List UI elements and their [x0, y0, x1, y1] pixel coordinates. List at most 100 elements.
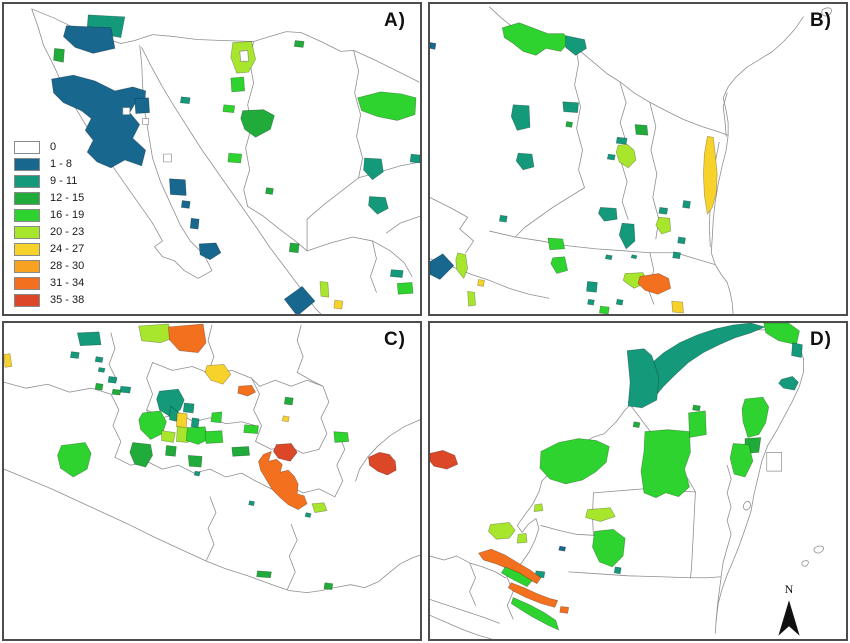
map-patch-class-2 — [658, 207, 669, 215]
map-patch-class-8 — [637, 273, 672, 295]
map-patch-class-2 — [778, 375, 799, 391]
map-patch-class-3 — [165, 445, 177, 457]
state-boundary-line — [306, 177, 359, 252]
state-boundary-line — [469, 562, 476, 606]
map-patch-class-2 — [598, 207, 618, 222]
map-patch-class-2 — [76, 331, 102, 347]
state-boundary-line — [152, 362, 253, 379]
legend: 0 1 - 8 9 - 11 12 - 15 16 - 19 20 - 23 24 - 27… — [14, 141, 84, 307]
map-patch-class-4 — [729, 443, 754, 478]
map-patch-class-3 — [256, 570, 272, 579]
map-patch-class-3 — [187, 454, 203, 468]
map-patch-class-1 — [430, 42, 437, 50]
state-boundary-line — [690, 491, 696, 579]
state-boundary-line — [286, 524, 298, 591]
state-boundary-line — [821, 7, 832, 17]
map-patch-class-2 — [630, 254, 638, 260]
legend-label: 16 - 19 — [50, 209, 85, 221]
map-patch-class-6 — [477, 279, 485, 287]
legend-swatch — [14, 226, 40, 239]
state-boundary-line — [385, 215, 420, 234]
map-canvas-a — [31, 8, 420, 314]
legend-label: 20 - 23 — [50, 226, 85, 238]
map-patch-class-2 — [565, 35, 587, 56]
map-patch-class-8 — [478, 548, 542, 585]
map-patch-class-3 — [634, 124, 649, 136]
map-patch-class-3 — [53, 48, 65, 63]
state-boundary-line — [251, 377, 262, 442]
map-patch-class-9 — [273, 443, 298, 462]
map-patch-class-4 — [227, 152, 243, 164]
map-patch-class-3 — [129, 442, 153, 468]
map-patch-class-1 — [430, 253, 455, 280]
map-patch-class-5 — [467, 290, 476, 307]
map-patch-class-2 — [682, 200, 691, 209]
map-patch-class-3 — [565, 121, 573, 128]
map-patch-class-0 — [766, 452, 782, 472]
map-patch-class-4 — [185, 426, 209, 445]
map-patch-class-2 — [498, 214, 508, 223]
state-boundary-line — [355, 419, 420, 482]
panel-label-a: A) — [383, 10, 406, 31]
map-patch-class-4 — [500, 566, 533, 588]
map-patch-class-6 — [175, 412, 188, 429]
state-boundary-line — [296, 324, 304, 373]
legend-label: 28 - 30 — [50, 260, 85, 272]
map-patch-class-2 — [409, 153, 420, 164]
map-patch-class-6 — [333, 299, 344, 310]
map-patch-class-4 — [204, 430, 224, 444]
legend-swatch — [14, 209, 40, 222]
state-boundary-line — [4, 381, 112, 395]
legend-label: 24 - 27 — [50, 243, 85, 255]
map-patch-class-2 — [587, 298, 595, 306]
map-patch-class-6 — [671, 300, 684, 314]
state-boundary-line — [318, 385, 330, 450]
state-boundary-line — [4, 468, 420, 593]
state-boundary-line — [247, 205, 308, 252]
map-patch-class-2 — [70, 351, 80, 359]
legend-label: 0 — [50, 141, 57, 153]
state-boundary-line — [649, 102, 660, 240]
state-boundary-line — [690, 576, 722, 579]
map-patch-class-2 — [515, 152, 535, 171]
north-arrow-label: N — [784, 582, 794, 596]
legend-swatch — [14, 175, 40, 188]
north-arrow: N — [776, 582, 802, 636]
legend-row: 24 - 27 — [14, 243, 84, 256]
map-patch-class-6 — [204, 364, 232, 385]
map-patch-class-6 — [4, 353, 13, 368]
map-patch-class-2 — [97, 367, 106, 373]
state-boundary-line — [430, 614, 492, 639]
map-patch-class-2 — [119, 385, 132, 394]
state-boundary-line — [801, 560, 809, 567]
map-patch-class-2 — [672, 251, 681, 260]
map-patch-class-1 — [169, 178, 187, 196]
map-patch-class-1 — [51, 74, 146, 169]
map-patch-class-5 — [615, 143, 637, 169]
state-boundary-line — [720, 464, 732, 577]
map-patch-class-3 — [632, 421, 641, 429]
state-boundary-line — [430, 480, 543, 579]
legend-row: 9 - 11 — [14, 175, 84, 188]
map-patch-class-2 — [677, 236, 686, 245]
legend-row: 16 - 19 — [14, 209, 84, 222]
map-patch-class-2 — [179, 96, 191, 105]
map-patch-class-4 — [357, 91, 417, 121]
state-boundary-line — [675, 252, 716, 266]
map-patch-class-3 — [265, 187, 274, 195]
map-patch-class-5 — [533, 503, 544, 512]
legend-label: 9 - 11 — [50, 175, 78, 187]
map-patch-class-4 — [138, 410, 167, 440]
legend-row: 12 - 15 — [14, 192, 84, 205]
map-patch-class-2 — [618, 222, 636, 250]
map-patch-class-4 — [640, 429, 691, 499]
state-boundary-line — [574, 41, 585, 189]
map-patch-class-4 — [510, 597, 560, 631]
map-patch-class-3 — [323, 582, 334, 590]
map-patch-class-1 — [198, 242, 222, 261]
state-boundary-line — [146, 409, 256, 427]
map-patch-class-5 — [455, 252, 468, 279]
legend-row: 35 - 38 — [14, 294, 84, 307]
map-patch-class-3 — [240, 109, 275, 138]
map-patch-class-5 — [516, 532, 528, 544]
